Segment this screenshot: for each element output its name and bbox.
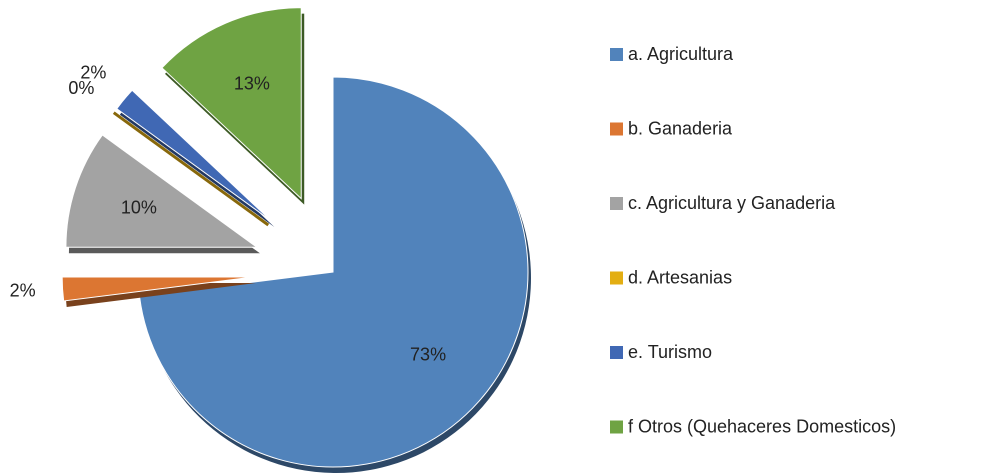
legend-label: d. Artesanias <box>628 267 732 287</box>
data-label: 13% <box>234 73 270 93</box>
slice <box>161 7 302 200</box>
legend-label: f Otros (Quehaceres Domesticos) <box>628 416 896 436</box>
legend-swatch <box>610 346 623 359</box>
slice <box>138 76 529 468</box>
data-label: 73% <box>410 345 446 365</box>
data-label: 2% <box>80 63 106 83</box>
legend-swatch <box>610 420 623 434</box>
slice <box>61 276 254 302</box>
legend-swatch <box>610 48 623 61</box>
legend: a. Agricultura b. Ganaderia c. Agricultura… <box>610 44 896 436</box>
legend-label: c. Agricultura y Ganaderia <box>628 193 836 213</box>
legend-label: e. Turismo <box>628 342 712 362</box>
legend-swatch <box>610 197 623 210</box>
data-label: 0% <box>68 78 94 98</box>
legend-swatch <box>610 122 623 136</box>
pie: 73%2%10%0%2%13% <box>10 7 532 473</box>
data-label: 10% <box>121 198 157 218</box>
slice <box>65 134 259 248</box>
data-label: 2% <box>10 280 36 300</box>
slice <box>116 89 272 222</box>
slice-depth <box>116 118 272 231</box>
legend-swatch <box>610 271 623 285</box>
legend-label: a. Agricultura <box>628 44 734 64</box>
legend-label: b. Ganaderia <box>628 118 733 138</box>
